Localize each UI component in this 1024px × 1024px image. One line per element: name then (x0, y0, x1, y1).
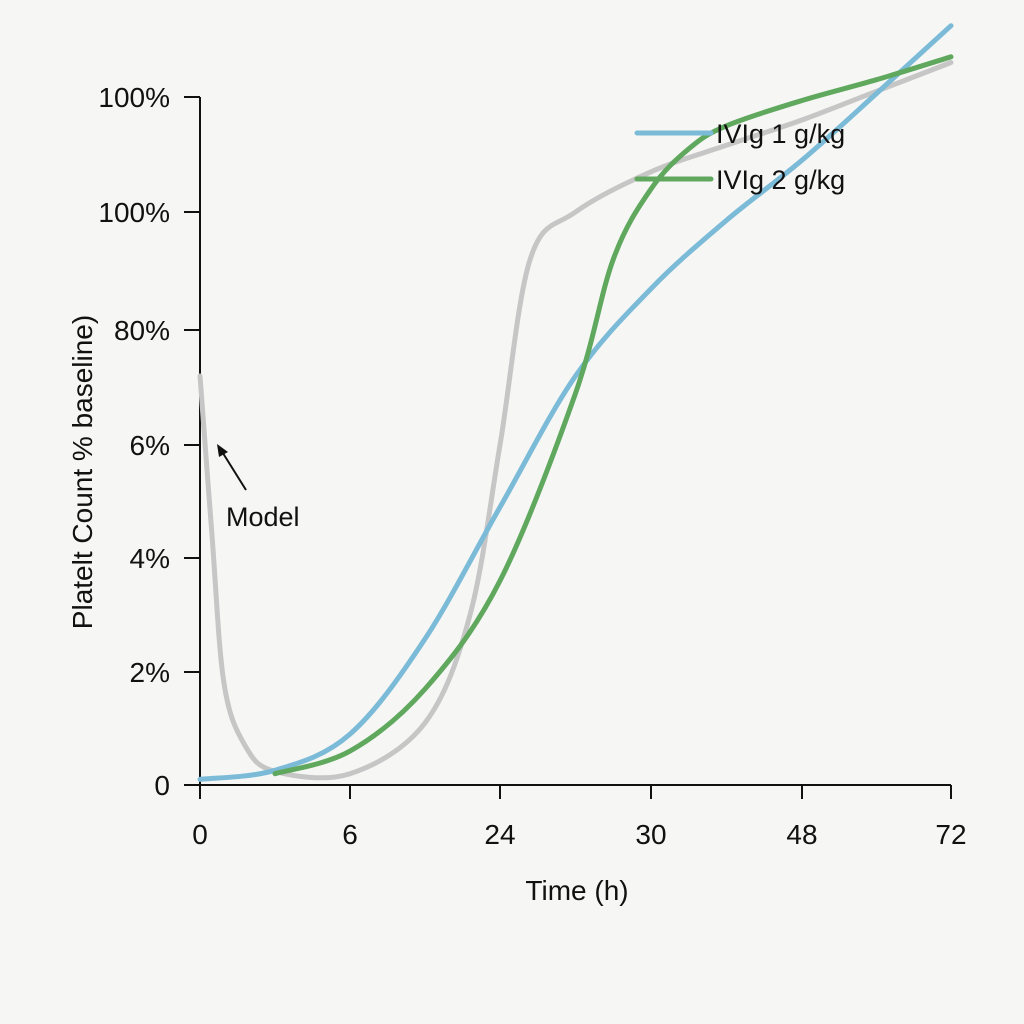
annotation-label: Model (226, 502, 300, 532)
series-line-ivig-2 (272, 54, 954, 777)
x-tick-label: 0 (192, 819, 208, 850)
x-tick-label: 24 (484, 819, 515, 850)
legend: IVIg 1 g/kg IVIg 2 g/kg (634, 119, 845, 195)
annotation-arrowhead (217, 444, 228, 457)
y-tick-label: 6% (130, 430, 170, 461)
ticks: 0 6 24 30 48 72 0 2% 4% 6% 80% 100% 100% (98, 82, 966, 850)
y-tick-label: 100% (98, 82, 170, 113)
y-tick-label: 2% (130, 657, 170, 688)
x-axis-title: Time (h) (525, 875, 628, 906)
x-tick-label: 30 (635, 819, 666, 850)
y-axis-title: Platelt Count % baseline) (67, 315, 98, 629)
x-tick-label: 6 (342, 819, 358, 850)
y-tick-label: 4% (130, 543, 170, 574)
y-tick-label: 0 (154, 770, 170, 801)
series-line-model (197, 60, 954, 781)
x-tick-label: 72 (935, 819, 966, 850)
legend-label-ivig-2: IVIg 2 g/kg (716, 165, 845, 195)
legend-label-ivig-1: IVIg 1 g/kg (716, 119, 845, 149)
series-lines (197, 23, 954, 782)
series-line-ivig-1 (197, 23, 954, 782)
x-tick-label: 48 (786, 819, 817, 850)
y-tick-label: 80% (114, 315, 170, 346)
annotation-arrow (220, 449, 247, 491)
model-annotation: Model (217, 444, 300, 532)
y-tick-label: 100% (98, 197, 170, 228)
